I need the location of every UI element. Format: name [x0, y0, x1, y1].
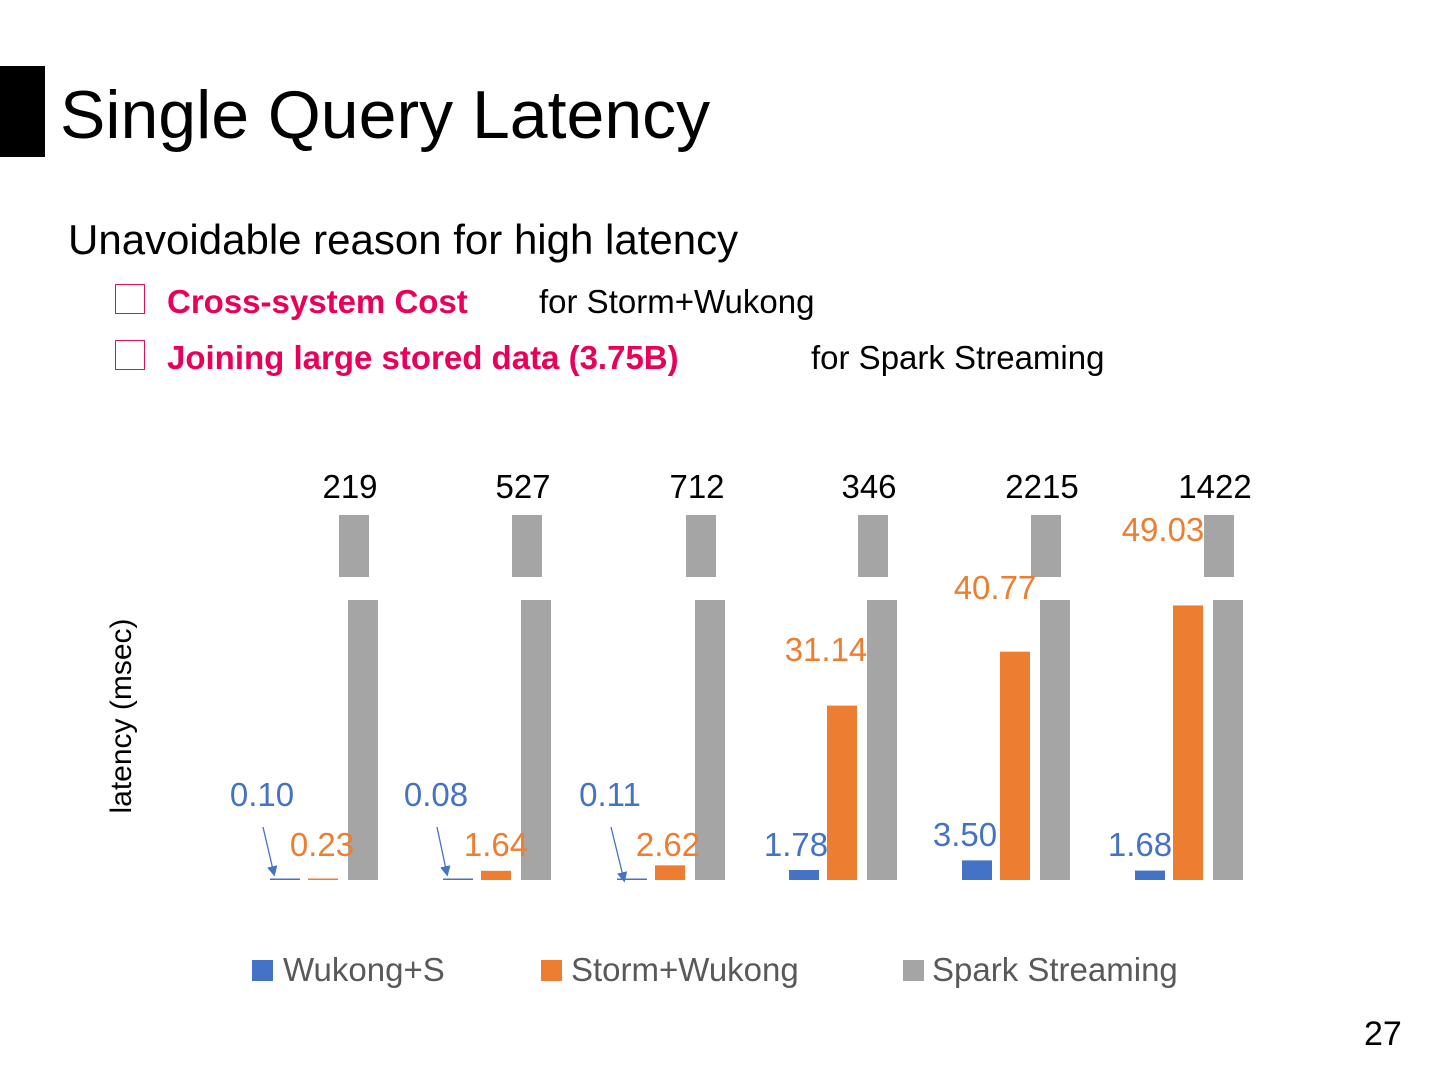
bar-wukong-s: [270, 878, 300, 880]
bar-storm-wukong: [308, 878, 338, 880]
y-axis-label: latency (msec): [105, 618, 138, 813]
data-label-storm-wukong: 49.03: [1122, 511, 1205, 548]
data-label-spark: 2215: [1005, 468, 1078, 505]
bullet-box-icon: [115, 284, 145, 314]
data-label-spark: 346: [841, 468, 896, 505]
bar-storm-wukong: [1000, 651, 1030, 880]
bullet-highlight: Joining large stored data (3.75B): [167, 339, 679, 376]
legend-swatch: [252, 960, 273, 981]
bar-wukong-s: [617, 878, 647, 880]
bar-spark-streaming-upper: [1031, 515, 1061, 577]
data-label-wukong-s: 0.10: [230, 776, 294, 813]
data-label-storm-wukong: 40.77: [954, 569, 1037, 606]
legend-swatch: [903, 960, 924, 981]
leader-arrow: [610, 826, 628, 883]
bullet-text: for Spark Streaming: [811, 339, 1105, 376]
bar-storm-wukong: [655, 865, 685, 880]
legend-label: Wukong+S: [283, 951, 445, 988]
bar-storm-wukong: [1173, 605, 1203, 880]
data-label-wukong-s: 1.78: [764, 826, 828, 863]
bullet-text: for Storm+Wukong: [539, 283, 815, 320]
data-label-spark: 712: [669, 468, 724, 505]
bullet-box-icon: [115, 340, 145, 370]
title-accent-bar: [0, 66, 45, 157]
legend-swatch: [541, 960, 562, 981]
data-label-spark: 219: [322, 468, 377, 505]
bar-spark-streaming: [867, 600, 897, 880]
data-label-spark: 527: [495, 468, 550, 505]
data-label-storm-wukong: 31.14: [785, 631, 868, 668]
bar-wukong-s: [1135, 870, 1165, 880]
data-label-wukong-s: 1.68: [1108, 826, 1172, 863]
legend-label: Storm+Wukong: [571, 951, 799, 988]
data-label-wukong-s: 3.50: [933, 816, 997, 853]
bullet-highlight: Cross-system Cost: [167, 283, 468, 320]
data-label-storm-wukong: 2.62: [636, 826, 700, 863]
bar-wukong-s: [789, 870, 819, 880]
bar-spark-streaming-upper: [686, 515, 716, 577]
leader-arrow: [436, 826, 451, 877]
data-label-wukong-s: 0.08: [404, 776, 468, 813]
page-title: Single Query Latency: [60, 77, 711, 153]
data-label-storm-wukong: 1.64: [464, 826, 528, 863]
data-label-wukong-s: 0.11: [579, 776, 641, 813]
data-label-spark: 1422: [1178, 468, 1251, 505]
data-label-storm-wukong: 0.23: [290, 826, 354, 863]
bar-spark-streaming-upper: [339, 515, 369, 577]
bar-storm-wukong: [827, 705, 857, 880]
bar-spark-streaming: [521, 600, 551, 880]
bar-spark-streaming: [348, 600, 378, 880]
legend-label: Spark Streaming: [932, 951, 1178, 988]
bar-wukong-s: [962, 860, 992, 880]
slide-subtitle: Unavoidable reason for high latency: [68, 216, 739, 263]
page-number: 27: [1364, 1015, 1402, 1053]
bar-spark-streaming-upper: [512, 515, 542, 577]
bar-storm-wukong: [481, 870, 511, 880]
bar-spark-streaming: [695, 600, 725, 880]
bar-spark-streaming: [1213, 600, 1243, 880]
bar-spark-streaming-upper: [1204, 515, 1234, 577]
bar-spark-streaming-upper: [858, 515, 888, 577]
bar-spark-streaming: [1040, 600, 1070, 880]
leader-arrow: [262, 826, 278, 877]
bar-wukong-s: [443, 878, 473, 880]
